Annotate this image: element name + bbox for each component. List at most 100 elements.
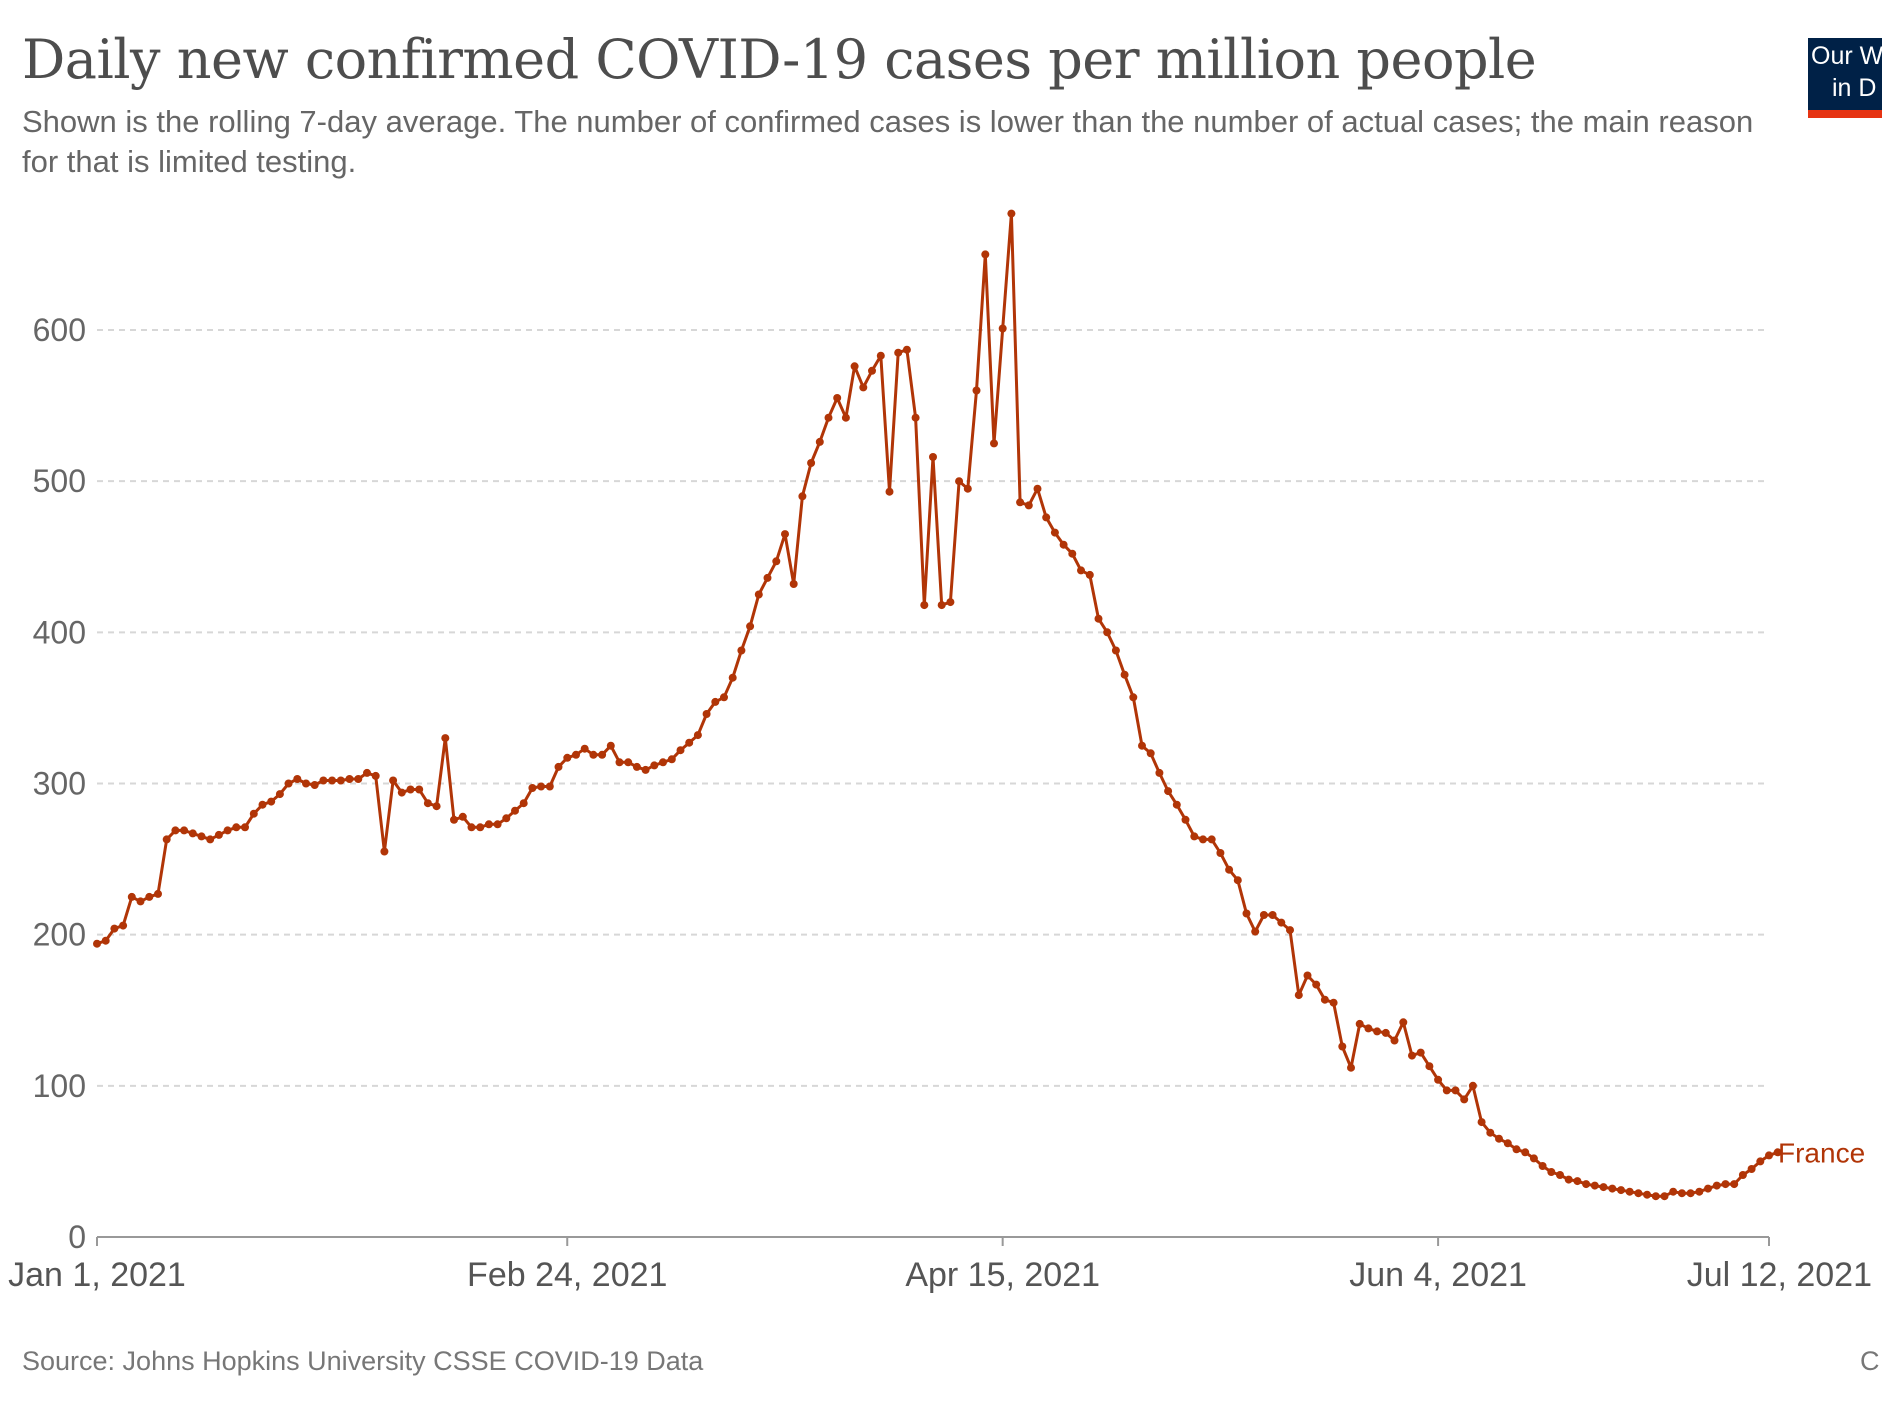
data-point[interactable] — [1547, 1168, 1556, 1176]
data-point[interactable] — [1425, 1062, 1434, 1071]
data-point[interactable] — [641, 765, 650, 774]
data-point[interactable] — [1338, 1042, 1347, 1051]
data-point[interactable] — [894, 348, 903, 357]
data-point[interactable] — [493, 820, 502, 829]
data-point[interactable] — [1373, 1027, 1382, 1036]
data-point[interactable] — [929, 453, 937, 461]
data-point[interactable] — [1146, 749, 1155, 758]
data-point[interactable] — [1564, 1175, 1573, 1184]
data-point[interactable] — [798, 492, 807, 501]
data-point[interactable] — [789, 580, 798, 588]
data-point[interactable] — [1573, 1177, 1582, 1186]
data-point[interactable] — [162, 835, 171, 844]
data-point[interactable] — [1024, 501, 1033, 510]
data-point[interactable] — [1172, 800, 1181, 809]
data-point[interactable] — [511, 806, 519, 815]
data-point[interactable] — [145, 892, 154, 901]
data-point[interactable] — [1460, 1095, 1469, 1104]
data-point[interactable] — [1643, 1190, 1652, 1199]
series-label-france[interactable]: France — [1778, 1137, 1865, 1168]
data-point[interactable] — [188, 829, 197, 838]
data-point[interactable] — [1364, 1024, 1373, 1033]
data-point[interactable] — [1155, 768, 1164, 777]
data-point[interactable] — [946, 598, 955, 607]
data-point[interactable] — [345, 775, 354, 783]
data-point[interactable] — [772, 557, 781, 566]
data-point[interactable] — [127, 892, 136, 901]
data-point[interactable] — [1303, 971, 1312, 980]
data-point[interactable] — [258, 800, 267, 809]
data-point[interactable] — [1329, 998, 1338, 1007]
data-point[interactable] — [545, 782, 554, 791]
data-point[interactable] — [476, 823, 485, 832]
data-point[interactable] — [955, 477, 964, 486]
data-point[interactable] — [833, 394, 842, 402]
data-point[interactable] — [1634, 1189, 1643, 1198]
data-point[interactable] — [841, 413, 850, 422]
data-point[interactable] — [1129, 693, 1138, 702]
data-point[interactable] — [1390, 1036, 1399, 1045]
data-point[interactable] — [911, 413, 920, 422]
data-point[interactable] — [1468, 1081, 1477, 1090]
data-point[interactable] — [902, 345, 911, 354]
data-point[interactable] — [206, 835, 215, 844]
data-point[interactable] — [371, 771, 380, 780]
data-point[interactable] — [1599, 1183, 1608, 1192]
data-point[interactable] — [1016, 498, 1025, 507]
data-point[interactable] — [920, 601, 929, 610]
data-point[interactable] — [101, 936, 110, 945]
data-point[interactable] — [563, 753, 572, 762]
data-point[interactable] — [1660, 1192, 1669, 1201]
data-point[interactable] — [1042, 513, 1051, 522]
data-point[interactable] — [1138, 741, 1146, 750]
data-point[interactable] — [1207, 835, 1216, 844]
data-point[interactable] — [458, 812, 467, 821]
data-point[interactable] — [136, 897, 145, 906]
data-point[interactable] — [380, 847, 389, 856]
data-point[interactable] — [824, 413, 833, 422]
data-point[interactable] — [450, 815, 458, 824]
data-point[interactable] — [1747, 1165, 1756, 1173]
data-point[interactable] — [1381, 1028, 1390, 1037]
data-point[interactable] — [1738, 1171, 1747, 1179]
data-point[interactable] — [859, 383, 868, 392]
data-point[interactable] — [1608, 1184, 1617, 1193]
data-point[interactable] — [519, 799, 528, 808]
data-point[interactable] — [197, 832, 206, 841]
data-point[interactable] — [1408, 1051, 1416, 1060]
data-point[interactable] — [354, 775, 363, 783]
data-point[interactable] — [1286, 926, 1294, 935]
data-point[interactable] — [537, 782, 546, 791]
data-point[interactable] — [1216, 849, 1225, 857]
data-point[interactable] — [676, 746, 685, 755]
data-point[interactable] — [319, 776, 328, 785]
series-france[interactable]: France — [93, 209, 1865, 1201]
data-point[interactable] — [363, 768, 371, 777]
series-line-france[interactable] — [96, 212, 1779, 1198]
data-point[interactable] — [598, 750, 607, 759]
data-point[interactable] — [1529, 1154, 1538, 1163]
data-point[interactable] — [389, 776, 398, 785]
data-point[interactable] — [93, 939, 101, 948]
data-point[interactable] — [624, 758, 633, 767]
data-point[interactable] — [1442, 1086, 1451, 1095]
data-point[interactable] — [693, 731, 702, 740]
data-point[interactable] — [484, 820, 493, 829]
data-point[interactable] — [728, 673, 737, 682]
data-point[interactable] — [1503, 1139, 1512, 1148]
data-point[interactable] — [406, 785, 415, 794]
data-point[interactable] — [1712, 1181, 1721, 1190]
data-point[interactable] — [1477, 1118, 1486, 1127]
data-point[interactable] — [1190, 832, 1199, 841]
data-point[interactable] — [1068, 549, 1077, 558]
data-point[interactable] — [1059, 540, 1068, 549]
data-point[interactable] — [606, 741, 615, 750]
data-point[interactable] — [241, 823, 249, 832]
data-point[interactable] — [1277, 918, 1286, 927]
data-point[interactable] — [1521, 1148, 1530, 1157]
data-point[interactable] — [1259, 911, 1268, 919]
data-point[interactable] — [302, 779, 310, 788]
data-point[interactable] — [720, 693, 728, 702]
data-point[interactable] — [737, 646, 746, 655]
data-point[interactable] — [650, 761, 659, 770]
